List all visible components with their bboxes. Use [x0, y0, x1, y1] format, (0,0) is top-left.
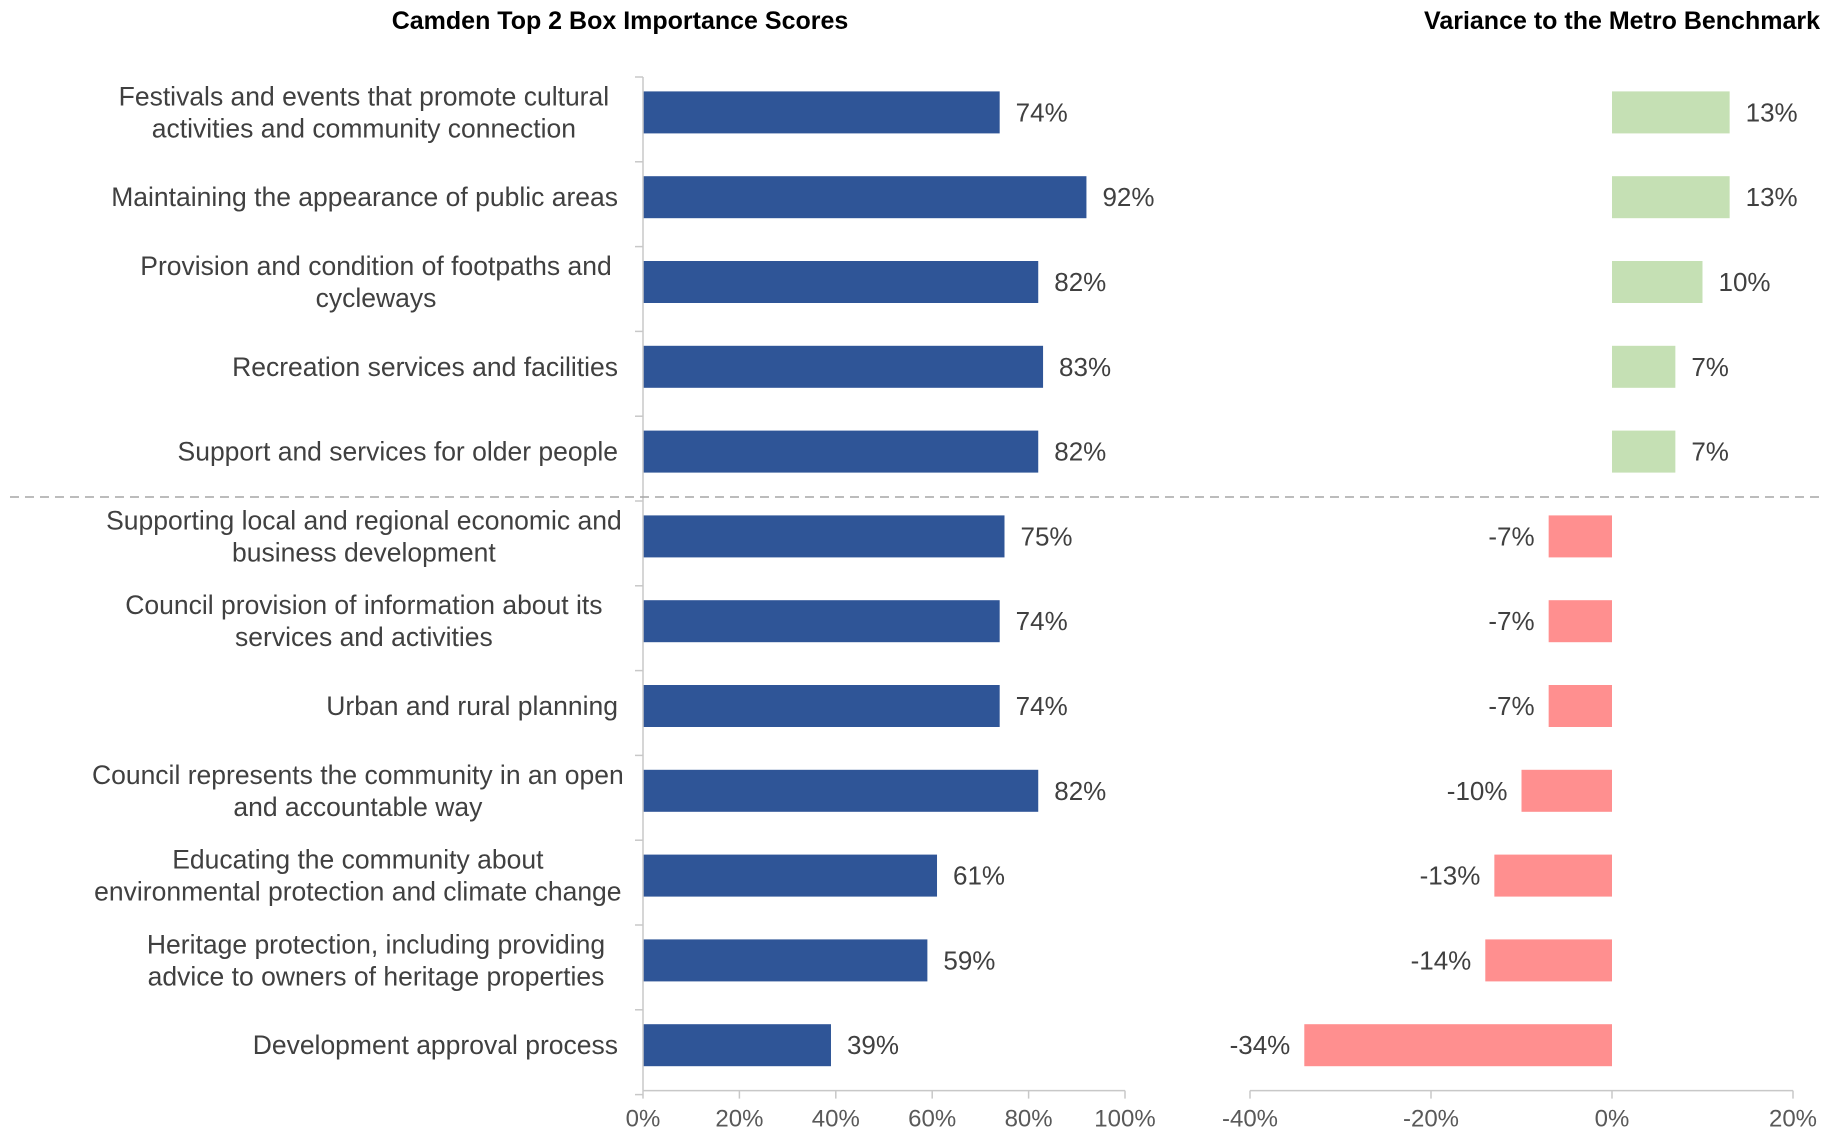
variance-value-label: -7% [1488, 606, 1534, 636]
left-chart-title: Camden Top 2 Box Importance Scores [392, 7, 849, 35]
variance-value-label: -7% [1488, 521, 1534, 551]
category-label-line: cycleways [316, 283, 437, 313]
importance-value-label: 82% [1054, 776, 1106, 806]
variance-bar [1521, 769, 1612, 812]
variance-value-label: -34% [1230, 1030, 1291, 1060]
category-label-line: environmental protection and climate cha… [94, 877, 621, 907]
category-label: Council represents the community in an o… [92, 760, 624, 822]
right-x-tick-label: -40% [1222, 1106, 1278, 1133]
importance-value-label: 61% [953, 861, 1005, 891]
variance-value-label: 13% [1746, 182, 1798, 212]
variance-bar [1485, 939, 1612, 982]
importance-value-label: 74% [1016, 97, 1068, 127]
left-x-tick-label: 80% [1005, 1106, 1053, 1133]
importance-bar [643, 91, 1000, 134]
importance-bar [643, 430, 1039, 473]
left-x-tick-label: 0% [626, 1106, 661, 1133]
category-label: Provision and condition of footpaths and… [140, 251, 611, 313]
category-label: Development approval process [253, 1030, 618, 1060]
category-label-line: Recreation services and facilities [232, 352, 618, 382]
variance-bar [1612, 261, 1703, 303]
left-x-tick-label: 100% [1094, 1106, 1155, 1133]
importance-value-label: 39% [847, 1030, 899, 1060]
importance-value-label: 82% [1054, 437, 1106, 467]
category-label: Urban and rural planning [326, 691, 618, 721]
variance-bar [1494, 854, 1612, 897]
right-chart-title: Variance to the Metro Benchmark [1424, 7, 1820, 35]
variance-data-labels: 13% 13% 10% 7% 7% -7% -7% -7% -10% -13% -14% -34% [1230, 97, 1798, 1060]
category-labels: Festivals and events that promote cultur… [92, 81, 624, 1060]
category-label-line: services and activities [235, 622, 493, 652]
importance-value-label: 83% [1059, 352, 1111, 382]
category-label-line: advice to owners of heritage properties [148, 961, 605, 991]
importance-bar [643, 685, 1000, 727]
variance-bars [1304, 91, 1730, 1067]
category-label: Festivals and events that promote cultur… [119, 81, 610, 143]
importance-data-labels: 74% 92% 82% 83% 82% 75% 74% 74% 82% 61% 59% 39% [847, 97, 1155, 1060]
importance-value-label: 59% [943, 945, 995, 975]
category-label: Educating the community about environment… [94, 845, 621, 907]
importance-value-label: 74% [1016, 691, 1068, 721]
variance-value-label: 7% [1691, 437, 1729, 467]
importance-bar [643, 261, 1039, 303]
variance-value-label: 10% [1719, 267, 1771, 297]
category-label-line: and accountable way [233, 792, 483, 822]
variance-bar [1612, 91, 1730, 134]
importance-bar [643, 769, 1039, 812]
category-label-line: Maintaining the appearance of public are… [111, 182, 618, 212]
importance-bar [643, 345, 1044, 388]
left-x-tick-label: 40% [812, 1106, 860, 1133]
right-x-tick-label: -20% [1403, 1106, 1459, 1133]
category-label-line: Council represents the community in an o… [92, 760, 624, 790]
variance-value-label: -13% [1420, 861, 1481, 891]
variance-bar [1548, 685, 1612, 727]
importance-bar [643, 600, 1000, 643]
category-label-line: Council provision of information about i… [125, 590, 602, 620]
category-label: Council provision of information about i… [125, 590, 602, 652]
variance-bar [1612, 430, 1676, 473]
variance-bar [1612, 345, 1676, 388]
variance-bar [1548, 515, 1612, 558]
variance-value-label: 13% [1746, 97, 1798, 127]
variance-bar [1548, 600, 1612, 643]
axes: 0% 20% 40% 60% 80% 100% -40% -20% 0% 20% [10, 76, 1825, 1133]
importance-bar [643, 939, 928, 982]
category-label-line: Supporting local and regional economic a… [106, 505, 622, 535]
category-label-line: Festivals and events that promote cultur… [119, 81, 610, 111]
category-label: Support and services for older people [178, 437, 618, 467]
importance-bar [643, 176, 1087, 219]
importance-value-label: 74% [1016, 606, 1068, 636]
category-label-line: Provision and condition of footpaths and [140, 251, 611, 281]
category-label-line: Heritage protection, including providing [147, 929, 605, 959]
variance-value-label: 7% [1691, 352, 1729, 382]
importance-bars [643, 91, 1087, 1067]
importance-bar [643, 515, 1005, 558]
left-x-tick-label: 20% [715, 1106, 763, 1133]
category-label-line: Support and services for older people [178, 437, 618, 467]
category-label: Maintaining the appearance of public are… [111, 182, 618, 212]
variance-bar [1612, 176, 1730, 219]
category-label: Recreation services and facilities [232, 352, 618, 382]
variance-bar [1304, 1024, 1612, 1067]
category-label-line: Educating the community about [172, 845, 544, 875]
variance-value-label: -7% [1488, 691, 1534, 721]
category-label: Heritage protection, including providing… [147, 929, 605, 991]
importance-value-label: 75% [1021, 521, 1073, 551]
importance-bar [643, 1024, 831, 1067]
importance-bar [643, 854, 938, 897]
category-label: Supporting local and regional economic a… [106, 505, 622, 567]
category-label-line: business development [232, 537, 496, 567]
importance-value-label: 92% [1102, 182, 1154, 212]
category-label-line: activities and community connection [152, 113, 576, 143]
variance-value-label: -14% [1411, 945, 1472, 975]
category-label-line: Development approval process [253, 1030, 618, 1060]
left-x-tick-label: 60% [908, 1106, 956, 1133]
variance-value-label: -10% [1447, 776, 1508, 806]
right-x-tick-label: 0% [1595, 1106, 1630, 1133]
importance-value-label: 82% [1054, 267, 1106, 297]
right-x-tick-label: 20% [1769, 1106, 1817, 1133]
category-label-line: Urban and rural planning [326, 691, 618, 721]
